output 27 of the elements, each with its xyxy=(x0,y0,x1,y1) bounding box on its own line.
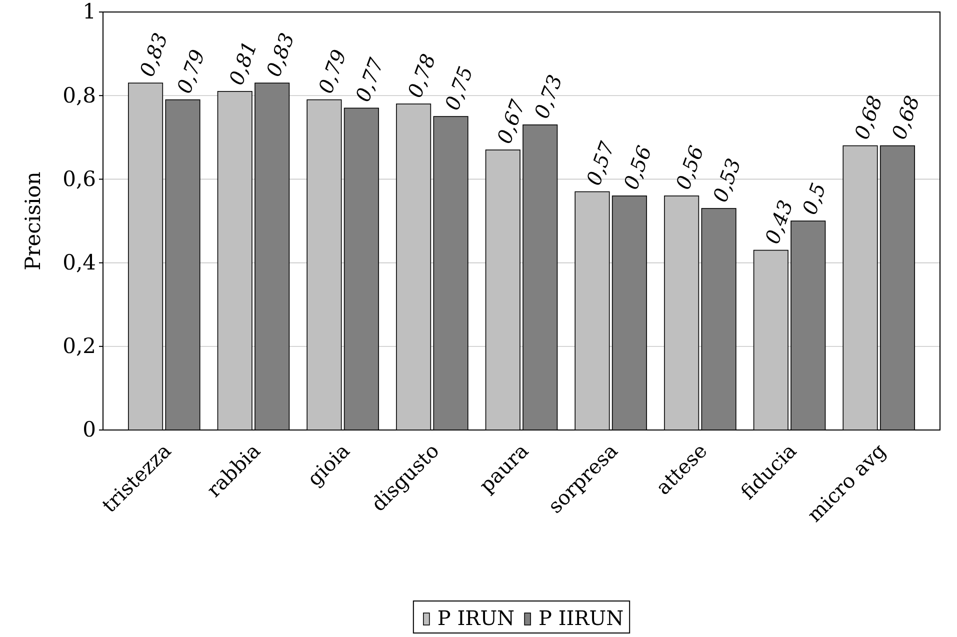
legend-label: P IRUN xyxy=(437,606,515,630)
data-label: 0,78 xyxy=(402,50,440,101)
y-tick-label: 0,4 xyxy=(62,250,96,275)
data-label: 0,75 xyxy=(440,63,478,114)
data-label: 0,83 xyxy=(134,30,172,80)
legend-label: P IIRUN xyxy=(538,606,624,630)
y-axis-title: Precision xyxy=(21,172,45,270)
y-tick-label: 0,2 xyxy=(62,334,96,358)
data-label: 0,56 xyxy=(670,142,709,193)
y-tick-label: 0 xyxy=(82,418,96,442)
data-label: 0,56 xyxy=(618,142,656,193)
y-tick-label: 0,6 xyxy=(62,166,96,191)
data-label: 0,53 xyxy=(708,155,746,206)
data-label: 0,81 xyxy=(224,38,262,88)
data-label: 0,73 xyxy=(529,72,568,122)
data-label: 0,79 xyxy=(172,46,210,96)
data-label: 0,43 xyxy=(760,196,798,247)
data-label: 0,5 xyxy=(797,180,831,218)
data-label: 0,68 xyxy=(886,92,924,142)
data-label: 0,79 xyxy=(313,46,352,96)
y-tick-label: 0,8 xyxy=(62,83,96,108)
data-label: 0,77 xyxy=(350,54,388,105)
data-label: 0,68 xyxy=(849,92,888,142)
data-label: 0,57 xyxy=(581,138,620,188)
data-label: 0,83 xyxy=(261,30,300,80)
y-tick-label: 1 xyxy=(82,0,96,24)
data-label: 0,67 xyxy=(492,96,530,147)
